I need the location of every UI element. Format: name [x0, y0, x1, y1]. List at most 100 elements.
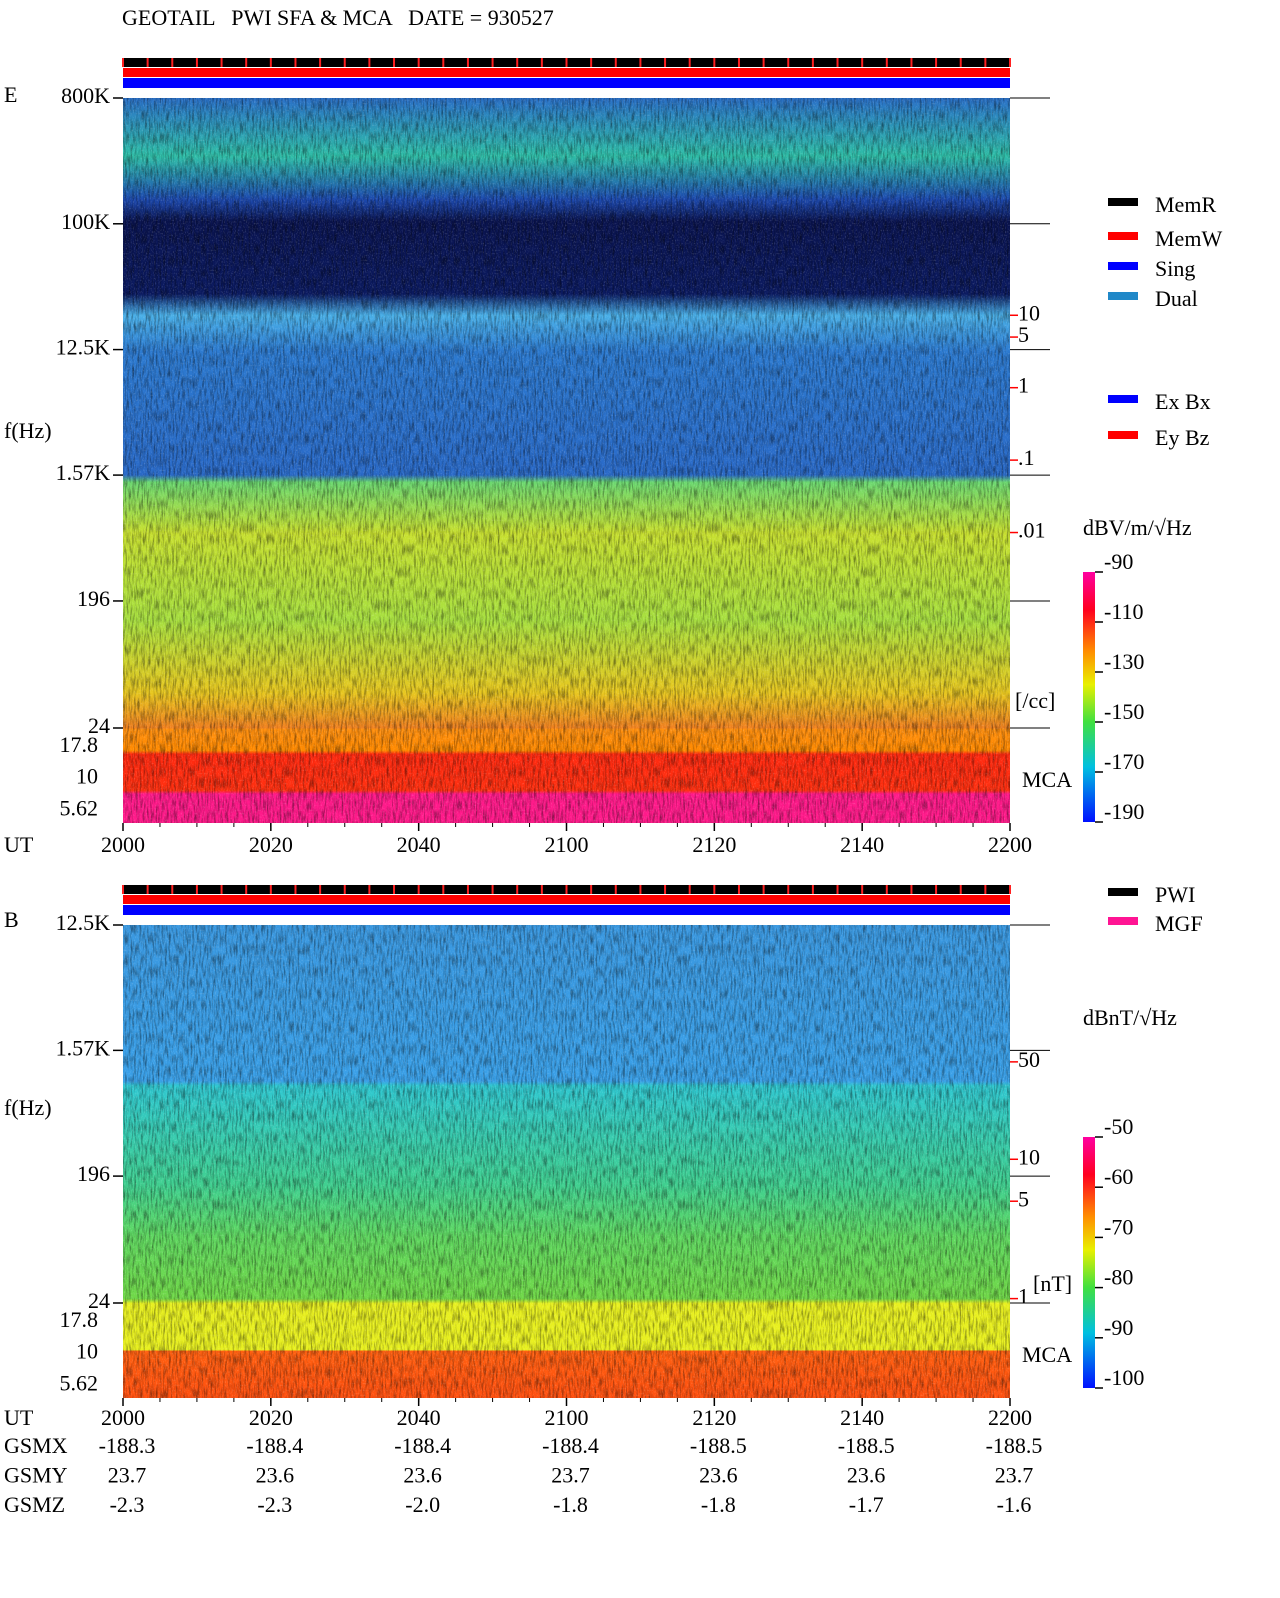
y-tick-label: 24: [88, 713, 110, 738]
legend-swatch: [1108, 292, 1138, 300]
title: GEOTAIL PWI SFA & MCA DATE = 930527: [122, 5, 554, 30]
ephemeris-value: -188.5: [986, 1433, 1043, 1458]
mca-label: MCA: [1022, 767, 1072, 792]
colorbar-tick-label: -70: [1104, 1214, 1133, 1239]
y2-tick-label: 1: [1018, 373, 1029, 398]
panel-label: E: [4, 82, 17, 107]
colorbar-tick-label: -80: [1104, 1265, 1133, 1290]
y2-tick-label: 5: [1018, 322, 1029, 347]
colorbar-tick-label: -60: [1104, 1164, 1133, 1189]
x-tick-label: 2000: [101, 832, 145, 857]
y2-tick-label: 10: [1018, 1144, 1040, 1169]
x-tick-label: 2100: [545, 832, 589, 857]
mca-channel-label: 10: [76, 764, 98, 789]
legend-swatch: [1108, 232, 1138, 240]
spectrogram-noise: [123, 98, 1010, 823]
ephemeris-value: 23.7: [995, 1463, 1034, 1488]
ephemeris-name: GSMZ: [4, 1492, 65, 1517]
y-tick-label: 196: [77, 1161, 110, 1186]
ephemeris-value: -1.6: [997, 1492, 1032, 1517]
legend-label: PWI: [1155, 882, 1195, 907]
legend-swatch: [1108, 888, 1138, 896]
y-tick-label: 196: [77, 586, 110, 611]
status-bar: [123, 68, 1010, 77]
y2-tick-label: .1: [1018, 445, 1035, 470]
y2-axis-label: [nT]: [1033, 1271, 1072, 1296]
ephemeris-value: -2.3: [257, 1492, 292, 1517]
legend-label: Sing: [1155, 256, 1195, 281]
y-tick-label: 12.5K: [56, 335, 111, 360]
x-tick-label: 2020: [249, 832, 293, 857]
ephemeris-value: -188.4: [246, 1433, 303, 1458]
colorbar-tick-label: -90: [1104, 1315, 1133, 1340]
mca-channel-label: 17.8: [60, 1307, 99, 1332]
ephemeris-name: GSMY: [4, 1463, 68, 1488]
legend-label: Dual: [1155, 286, 1198, 311]
x-tick-label: 2020: [249, 1405, 293, 1430]
y2-tick-label: 10: [1018, 300, 1040, 325]
mca-label: MCA: [1022, 1342, 1072, 1367]
y-tick-label: 1.57K: [56, 1035, 111, 1060]
colorbar-tick-label: -110: [1104, 599, 1144, 624]
ephemeris-value: -188.3: [99, 1433, 156, 1458]
colorbar-tick-label: -130: [1104, 649, 1144, 674]
spectrogram-noise: [123, 925, 1010, 1398]
legend-swatch: [1108, 917, 1138, 925]
status-bar: [123, 895, 1010, 904]
ephemeris-value: -188.5: [690, 1433, 747, 1458]
y2-tick-label: 5: [1018, 1186, 1029, 1211]
y-tick-label: 1.57K: [56, 460, 111, 485]
x-tick-label: 2200: [988, 1405, 1032, 1430]
mca-channel-label: 5.62: [60, 795, 99, 820]
x-tick-label: 2000: [101, 1405, 145, 1430]
y-tick-label: 24: [88, 1288, 110, 1313]
ephemeris-value: -1.7: [849, 1492, 884, 1517]
legend-swatch: [1108, 198, 1138, 206]
ephemeris-value: 23.6: [403, 1463, 442, 1488]
legend-label: MemR: [1155, 192, 1216, 217]
ephemeris-value: 23.7: [551, 1463, 590, 1488]
ephemeris-value: 23.7: [108, 1463, 147, 1488]
y2-tick-label: .01: [1018, 518, 1046, 543]
status-bar: [123, 78, 1010, 88]
x-tick-label: 2100: [545, 1405, 589, 1430]
colorbar-tick-label: -170: [1104, 749, 1144, 774]
x-axis-label: UT: [4, 1405, 34, 1430]
ephemeris-value: 23.6: [256, 1463, 295, 1488]
y-tick-label: 100K: [61, 209, 110, 234]
colorbar: [1083, 1137, 1095, 1388]
ephemeris-value: -1.8: [553, 1492, 588, 1517]
y-axis-label: f(Hz): [4, 418, 52, 443]
colorbar-tick-label: -90: [1104, 549, 1133, 574]
colorbar: [1083, 572, 1095, 822]
y2-tick-label: 1: [1018, 1284, 1029, 1309]
panel-label: B: [4, 907, 19, 932]
ephemeris-value: 23.6: [699, 1463, 738, 1488]
ephemeris-value: -1.8: [701, 1492, 736, 1517]
colorbar-tick-label: -50: [1104, 1114, 1133, 1139]
mca-channel-label: 10: [76, 1339, 98, 1364]
ephemeris-value: -2.0: [405, 1492, 440, 1517]
y-tick-label: 12.5K: [56, 910, 111, 935]
x-tick-label: 2200: [988, 832, 1032, 857]
x-tick-label: 2040: [397, 832, 441, 857]
legend-swatch: [1108, 395, 1138, 403]
ephemeris-value: -188.4: [394, 1433, 451, 1458]
x-tick-label: 2120: [692, 1405, 736, 1430]
mca-channel-label: 17.8: [60, 732, 99, 757]
y2-tick-label: 50: [1018, 1047, 1040, 1072]
mca-channel-label: 5.62: [60, 1370, 99, 1395]
colorbar-label: dBnT/√Hz: [1083, 1005, 1177, 1030]
colorbar-tick-label: -100: [1104, 1365, 1144, 1390]
ephemeris-value: -188.5: [838, 1433, 895, 1458]
y-axis-label: f(Hz): [4, 1095, 52, 1120]
x-tick-label: 2040: [397, 1405, 441, 1430]
y-tick-label: 800K: [61, 83, 110, 108]
legend-label: MGF: [1155, 911, 1203, 936]
legend-label: Ey Bz: [1155, 425, 1210, 450]
status-bar: [123, 905, 1010, 915]
legend-swatch: [1108, 431, 1138, 439]
legend-label: Ex Bx: [1155, 389, 1211, 414]
